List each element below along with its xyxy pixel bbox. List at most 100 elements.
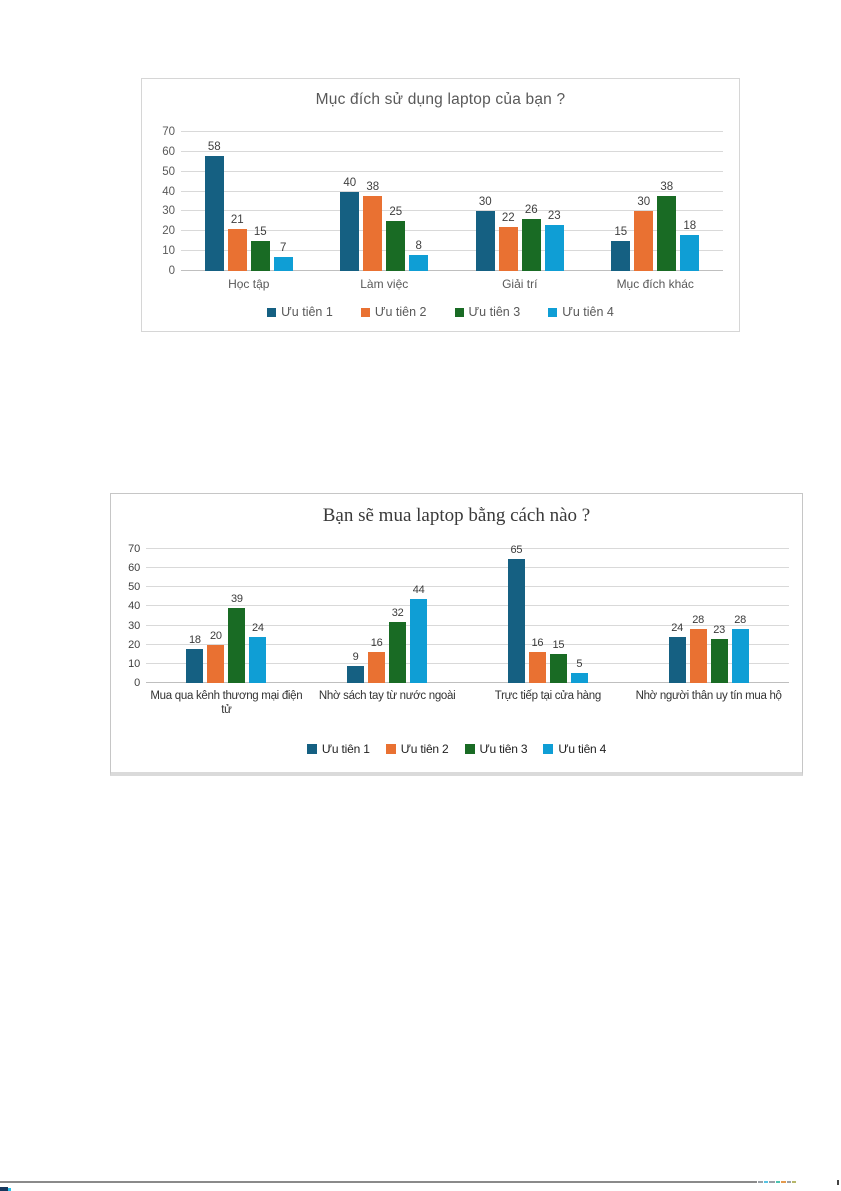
bar-ưu-tiên-3: 15 <box>549 639 567 683</box>
y-axis-tick: 40 <box>128 600 140 613</box>
bar-ưu-tiên-1: 9 <box>347 651 365 683</box>
legend-swatch <box>543 744 554 754</box>
plot-area: 0 10 20 30 40 50 60 70 58 21 15 7 40 38 25 8 30 22 26 23 15 3… <box>162 126 724 277</box>
bar-ưu-tiên-2: 16 <box>368 637 386 683</box>
chart-title: Bạn sẽ mua laptop bằng cách nào ? <box>322 505 591 526</box>
bar-ưu-tiên-4: 44 <box>410 584 428 683</box>
bar-value-label: 38 <box>660 180 674 193</box>
bar-group: 24 28 23 28 <box>628 549 789 683</box>
bar-value-label: 23 <box>713 623 726 636</box>
bar-ưu-tiên-2: 20 <box>207 630 225 683</box>
bar-group: 15 30 38 18 <box>588 132 724 271</box>
bar-ưu-tiên-3: 26 <box>521 204 541 271</box>
bar-value-label: 20 <box>209 629 222 642</box>
tiny-mark <box>787 1181 791 1183</box>
legend-swatch <box>454 307 464 317</box>
y-axis-tick: 70 <box>162 126 175 138</box>
bar-value-label: 28 <box>734 614 747 627</box>
legend-item: Ưu tiên 1 <box>306 742 370 756</box>
bar-value-label: 38 <box>366 180 380 193</box>
bar-ưu-tiên-1: 58 <box>204 141 224 271</box>
gridline <box>146 567 789 569</box>
legend-swatch <box>306 744 317 754</box>
bar-ưu-tiên-2: 38 <box>363 181 383 271</box>
legend-item: Ưu tiên 1 <box>267 305 333 319</box>
legend-label: Ưu tiên 4 <box>562 305 614 319</box>
tiny-text-marks <box>758 1181 796 1183</box>
bar-group: 30 22 26 23 <box>452 132 588 271</box>
bar-value-label: 65 <box>510 543 523 556</box>
y-axis-tick: 50 <box>162 165 175 178</box>
tiny-mark <box>781 1181 786 1183</box>
y-axis-tick: 60 <box>128 562 140 575</box>
chart-legend: Ưu tiên 1 Ưu tiên 2 Ưu tiên 3 Ưu tiên 4 <box>142 305 739 319</box>
laptop-purpose-chart: Mục đích sử dụng laptop của bạn ? 0 10 20 3… <box>141 78 740 332</box>
bar-value-label: 15 <box>552 639 565 652</box>
bar-value-label: 30 <box>478 196 492 209</box>
bar-ưu-tiên-4: 7 <box>273 242 293 271</box>
bar-ưu-tiên-2: 16 <box>528 637 546 683</box>
purchase-method-chart: Bạn sẽ mua laptop bằng cách nào ? 0 10 20 3… <box>110 493 803 776</box>
gridline <box>181 250 723 252</box>
category-label: Mua qua kênh thương mại điện tử <box>150 690 303 717</box>
bar-group: 18 20 39 24 <box>146 549 307 683</box>
legend-label: Ưu tiên 2 <box>374 305 427 319</box>
bar-ưu-tiên-3: 38 <box>657 181 677 271</box>
bar-value-label: 58 <box>207 140 221 153</box>
gridline <box>146 548 789 549</box>
chart-legend: Ưu tiên 1 Ưu tiên 2 Ưu tiên 3 Ưu tiên 4 <box>111 742 802 756</box>
category-label: Học tập <box>228 277 270 291</box>
bar-ưu-tiên-3: 23 <box>710 624 728 683</box>
bar-ưu-tiên-1: 30 <box>475 196 495 271</box>
gridline <box>146 682 789 683</box>
legend-swatch <box>360 307 370 317</box>
bar-value-label: 23 <box>547 210 561 223</box>
bar-ưu-tiên-2: 30 <box>634 196 654 271</box>
bars: 18 20 39 24 9 16 32 44 65 16 15 5 24 28 23 28 <box>146 544 789 683</box>
bar-value-label: 16 <box>370 637 383 650</box>
bar-value-label: 9 <box>352 650 359 663</box>
bar-value-label: 24 <box>251 622 264 635</box>
bar-ưu-tiên-4: 23 <box>544 210 564 271</box>
legend-label: Ưu tiên 1 <box>321 742 370 756</box>
gridline <box>146 605 789 607</box>
category-label: Nhờ người thân uy tín mua hộ <box>635 690 782 702</box>
y-axis-tick: 10 <box>128 657 140 670</box>
bar-ưu-tiên-4: 24 <box>249 622 267 683</box>
tiny-mark <box>776 1181 780 1183</box>
gridline <box>181 170 723 172</box>
bar-value-label: 5 <box>576 658 583 671</box>
category-label: Nhờ sách tay từ nước ngoài <box>318 690 456 702</box>
bar-ưu-tiên-2: 21 <box>227 214 247 271</box>
bar-value-label: 18 <box>188 633 201 646</box>
bar-ưu-tiên-4: 5 <box>570 658 588 683</box>
y-axis-tick: 70 <box>128 543 140 555</box>
bar-ưu-tiên-3: 32 <box>389 607 407 683</box>
bar-value-label: 30 <box>637 196 651 209</box>
gridline <box>181 270 723 271</box>
legend-item: Ưu tiên 4 <box>543 742 606 756</box>
legend-label: Ưu tiên 3 <box>468 305 521 319</box>
page-edge-tick <box>837 1180 839 1185</box>
bar-value-label: 7 <box>280 242 287 255</box>
tiny-mark <box>769 1181 775 1183</box>
bar-value-label: 16 <box>531 637 544 650</box>
gridline <box>181 190 723 192</box>
y-axis-tick: 0 <box>168 265 175 277</box>
y-axis-tick: 0 <box>134 677 140 689</box>
bar-value-label: 39 <box>230 593 243 606</box>
bar-ưu-tiên-1: 15 <box>611 226 631 271</box>
bar-value-label: 18 <box>683 220 697 233</box>
bar-ưu-tiên-2: 28 <box>689 614 707 683</box>
bar-value-label: 32 <box>391 606 404 619</box>
y-axis-tick: 40 <box>162 185 175 198</box>
page-bottom-divider <box>0 1181 757 1183</box>
legend-swatch <box>267 307 277 317</box>
bar-group: 40 38 25 8 <box>317 132 453 271</box>
y-axis-tick: 30 <box>128 619 140 632</box>
bar-ưu-tiên-4: 18 <box>680 220 700 271</box>
legend-swatch <box>385 744 396 754</box>
bar-ưu-tiên-4: 8 <box>409 240 429 271</box>
category-axis: Mua qua kênh thương mại điện tử Nhờ sách … <box>146 689 789 718</box>
bar-ưu-tiên-1: 18 <box>186 634 204 683</box>
